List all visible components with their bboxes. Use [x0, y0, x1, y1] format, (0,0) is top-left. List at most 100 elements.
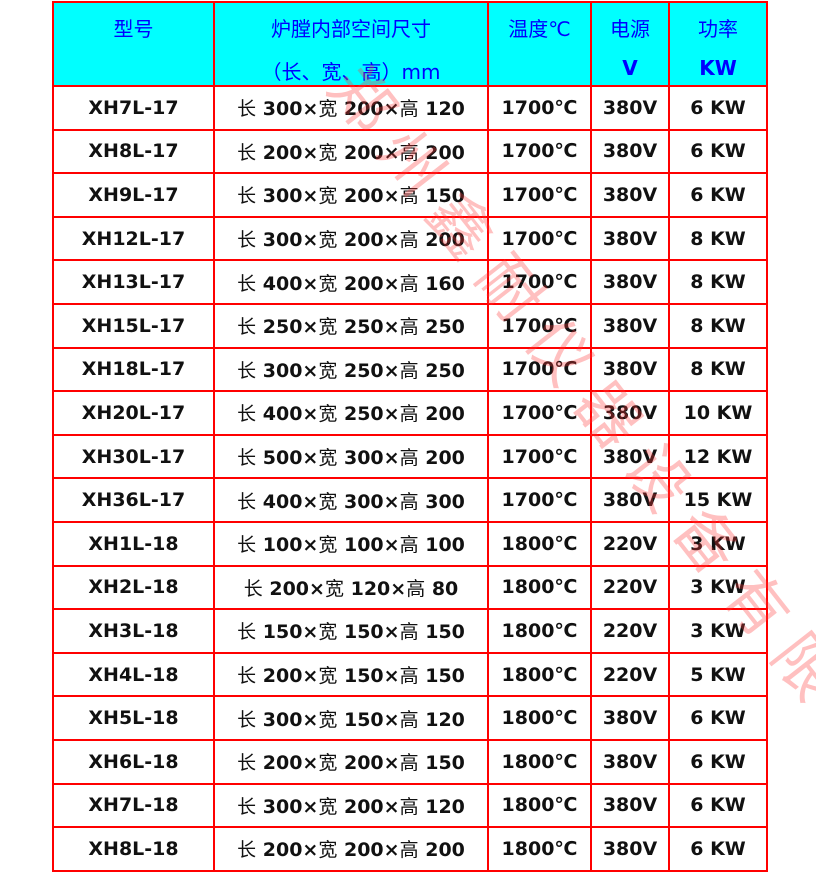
- cell-power: 15 KW: [668, 477, 768, 523]
- table-row: XH3L-18 长 150×宽 150×高 150 1800℃ 220V 3 KW: [52, 608, 768, 654]
- cell-power: 5 KW: [668, 651, 768, 698]
- height-value: 200: [425, 839, 465, 862]
- length-label: 长: [237, 839, 257, 862]
- cell-temp: 1800℃: [487, 738, 592, 785]
- times-sign: ×: [383, 403, 400, 426]
- times-sign: ×: [302, 98, 319, 121]
- cell-voltage: 380V: [590, 826, 670, 872]
- cell-model: XH12L-17: [52, 215, 215, 262]
- length-label: 长: [237, 665, 257, 688]
- width-label: 宽: [318, 403, 338, 426]
- length-value: 400: [262, 272, 303, 295]
- cell-voltage: 220V: [590, 651, 670, 698]
- times-sign: ×: [383, 272, 400, 295]
- cell-temp: 1800℃: [487, 826, 592, 872]
- length-value: 400: [262, 403, 303, 426]
- cell-size: 长 100×宽 100×高 100: [213, 520, 489, 567]
- times-sign: ×: [302, 534, 319, 557]
- cell-temp: 1800℃: [487, 782, 592, 829]
- length-label: 长: [237, 141, 257, 164]
- length-value: 300: [262, 708, 303, 731]
- height-value: 100: [425, 534, 465, 557]
- length-label: 长: [237, 708, 257, 731]
- cell-voltage: 220V: [590, 564, 670, 611]
- cell-temp: 1700℃: [487, 259, 592, 305]
- height-value: 300: [425, 490, 465, 513]
- length-value: 300: [262, 359, 303, 382]
- header-model-label: 型号: [113, 17, 154, 41]
- cell-power: 3 KW: [668, 608, 768, 654]
- cell-size: 长 400×宽 300×高 300: [213, 477, 489, 523]
- cell-model: XH7L-18: [52, 782, 215, 829]
- cell-size: 长 200×宽 150×高 150: [213, 651, 489, 698]
- cell-size: 长 200×宽 120×高 80: [213, 564, 489, 611]
- width-value: 100: [343, 534, 384, 557]
- times-sign: ×: [302, 490, 319, 513]
- cell-size: 长 200×宽 200×高 200: [213, 826, 489, 872]
- times-sign: ×: [302, 316, 319, 339]
- cell-voltage: 220V: [590, 520, 670, 567]
- length-label: 长: [237, 272, 257, 295]
- table-row: XH13L-17 长 400×宽 200×高 160 1700℃ 380V 8 KW: [52, 259, 768, 305]
- table-row: XH15L-17 长 250×宽 250×高 250 1700℃ 380V 8 KW: [52, 302, 768, 349]
- cell-size: 长 200×宽 200×高 200: [213, 128, 489, 175]
- spec-table: 型号 炉膛内部空间尺寸 （长、宽、高）mm 温度℃ 电源 V 功率 KW XH7L-1…: [52, 1, 768, 872]
- length-label: 长: [237, 229, 257, 252]
- length-label: 长: [237, 534, 257, 557]
- height-label: 高: [399, 621, 419, 644]
- length-label: 长: [237, 447, 257, 470]
- cell-model: XH5L-18: [52, 695, 215, 741]
- width-value: 300: [343, 490, 384, 513]
- times-sign: ×: [383, 98, 400, 121]
- width-label: 宽: [318, 272, 338, 295]
- length-value: 200: [262, 141, 303, 164]
- header-temp: 温度℃: [487, 1, 592, 87]
- width-value: 120: [350, 577, 391, 600]
- length-value: 300: [262, 229, 303, 252]
- width-value: 150: [343, 621, 384, 644]
- times-sign: ×: [302, 359, 319, 382]
- height-value: 80: [431, 577, 459, 600]
- table-row: XH7L-17 长 300×宽 200×高 120 1700℃ 380V 6 KW: [52, 85, 768, 131]
- header-power-line1: 功率: [698, 17, 738, 41]
- table-body: XH7L-17 长 300×宽 200×高 120 1700℃ 380V 6 KW XH8…: [52, 85, 768, 872]
- cell-temp: 1700℃: [487, 85, 592, 131]
- cell-power: 6 KW: [668, 826, 768, 872]
- cell-voltage: 380V: [590, 85, 670, 131]
- times-sign: ×: [302, 839, 319, 862]
- cell-model: XH8L-18: [52, 826, 215, 872]
- cell-model: XH6L-18: [52, 738, 215, 785]
- cell-voltage: 380V: [590, 172, 670, 218]
- width-value: 200: [343, 229, 384, 252]
- times-sign: ×: [383, 708, 400, 731]
- length-label: 长: [237, 316, 257, 339]
- width-label: 宽: [318, 98, 338, 121]
- height-value: 120: [425, 708, 465, 731]
- height-label: 高: [399, 229, 419, 252]
- width-value: 300: [343, 447, 384, 470]
- height-value: 150: [425, 185, 465, 208]
- cell-temp: 1700℃: [487, 477, 592, 523]
- length-value: 200: [262, 839, 303, 862]
- width-value: 200: [343, 185, 384, 208]
- width-value: 200: [343, 839, 384, 862]
- table-row: XH8L-18 长 200×宽 200×高 200 1800℃ 380V 6 KW: [52, 826, 768, 872]
- width-label: 宽: [318, 621, 338, 644]
- cell-model: XH8L-17: [52, 128, 215, 175]
- times-sign: ×: [383, 621, 400, 644]
- cell-power: 6 KW: [668, 172, 768, 218]
- width-label: 宽: [318, 490, 338, 513]
- cell-temp: 1800℃: [487, 564, 592, 611]
- width-value: 250: [343, 359, 384, 382]
- cell-model: XH13L-17: [52, 259, 215, 305]
- times-sign: ×: [383, 316, 400, 339]
- length-value: 300: [262, 98, 303, 121]
- length-label: 长: [237, 359, 257, 382]
- cell-power: 8 KW: [668, 259, 768, 305]
- width-label: 宽: [318, 752, 338, 775]
- cell-temp: 1700℃: [487, 302, 592, 349]
- cell-model: XH18L-17: [52, 346, 215, 393]
- header-size-line1: 炉膛内部空间尺寸: [271, 17, 431, 41]
- cell-temp: 1800℃: [487, 520, 592, 567]
- times-sign: ×: [302, 229, 319, 252]
